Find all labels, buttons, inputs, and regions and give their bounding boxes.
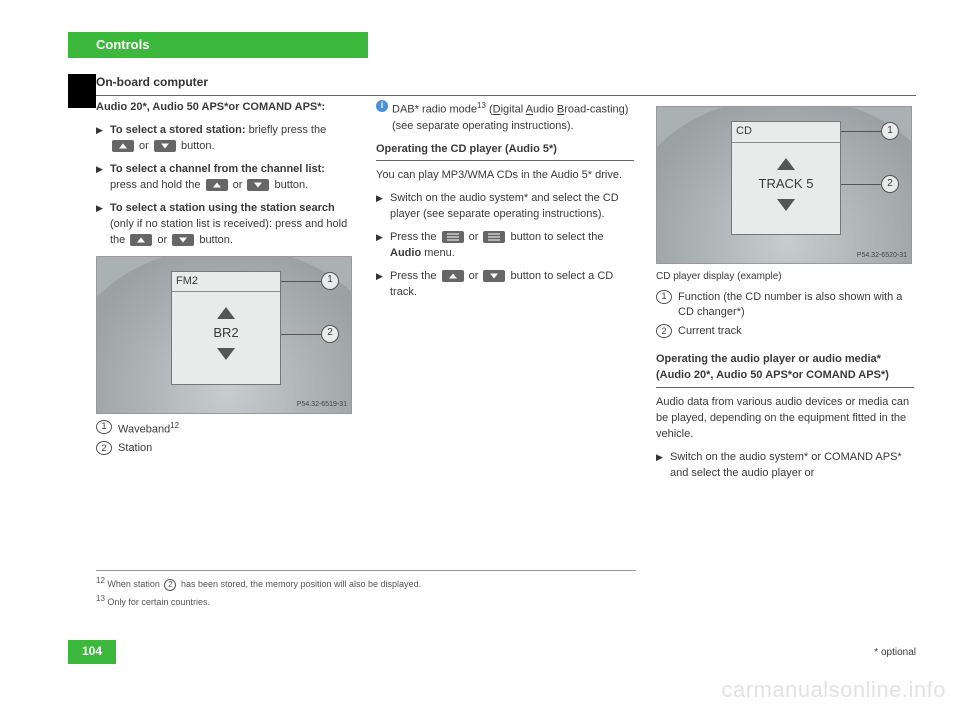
footnote-legend-2: 2 — [164, 579, 176, 591]
footnote-12: 12 When station 2 has been stored, the m… — [96, 575, 636, 591]
header-bar: Controls — [68, 32, 368, 58]
callout-line-2 — [281, 334, 321, 335]
col2-bullet-3: ▶ Press the or button to select a CD tra… — [376, 269, 634, 301]
screen-title: CD — [732, 122, 840, 143]
callout-2: 2 — [321, 325, 339, 343]
bullet-icon: ▶ — [376, 269, 390, 301]
legend-1: 1 Waveband12 — [96, 420, 354, 439]
callout-1: 1 — [881, 122, 899, 140]
legend-text-1: Function (the CD number is also shown wi… — [678, 290, 914, 322]
bullet-text: Switch on the audio system* or COMAND AP… — [670, 450, 914, 482]
column-1: Audio 20*, Audio 50 APS*or COMAND APS*: … — [96, 100, 354, 489]
arrow-up-icon — [777, 158, 795, 170]
callout-line-1 — [281, 281, 321, 282]
arrow-up-icon — [217, 307, 235, 319]
down-button-icon — [154, 140, 176, 152]
legend-text-1: Waveband12 — [118, 420, 179, 439]
legend-1: 1 Function (the CD number is also shown … — [656, 290, 914, 322]
info-text: DAB* radio mode13 (Digital Audio Broad-c… — [392, 100, 634, 135]
bullet-text: To select a station using the station se… — [110, 201, 354, 249]
col1-bullet-2: ▶ To select a channel from the channel l… — [96, 162, 354, 194]
callout-line-1 — [841, 131, 881, 132]
down-button-icon — [247, 179, 269, 191]
bullet-text: Switch on the audio system* and select t… — [390, 191, 634, 223]
display-screen: FM2 BR2 — [171, 271, 281, 385]
col2-bullet-2: ▶ Press the or button to select the Audi… — [376, 230, 634, 262]
down-button-icon — [483, 270, 505, 282]
col1-bullet-1: ▶ To select a stored station: briefly pr… — [96, 123, 354, 155]
up-button-icon — [130, 234, 152, 246]
bullet-icon: ▶ — [376, 230, 390, 262]
col2-section-title: Operating the CD player (Audio 5*) — [376, 142, 634, 162]
legend-text-2: Station — [118, 441, 152, 457]
bullet-text: To select a channel from the channel lis… — [110, 162, 354, 194]
header-text: Controls — [96, 36, 149, 55]
col1-title: Audio 20*, Audio 50 APS*or COMAND APS*: — [96, 100, 354, 116]
screen-body: BR2 — [172, 292, 280, 360]
display-screen: CD TRACK 5 — [731, 121, 841, 235]
page-number: 104 — [68, 640, 116, 664]
col3-section-title: Operating the audio player or audio medi… — [656, 352, 914, 388]
bullet-icon: ▶ — [376, 191, 390, 223]
column-2: i DAB* radio mode13 (Digital Audio Broad… — [376, 100, 634, 489]
bullet-icon: ▶ — [96, 123, 110, 155]
col2-p1: You can play MP3/WMA CDs in the Audio 5*… — [376, 168, 634, 184]
screen-title: FM2 — [172, 272, 280, 293]
legend-num-2: 2 — [96, 441, 112, 455]
legend-2: 2 Station — [96, 441, 354, 457]
legend-num-2: 2 — [656, 324, 672, 338]
info-icon: i — [376, 100, 388, 112]
menu-right-button-icon — [483, 231, 505, 243]
figure-code: P54.32-6519-31 — [297, 400, 347, 410]
arrow-down-icon — [217, 348, 235, 360]
down-button-icon — [172, 234, 194, 246]
bullet-icon: ▶ — [96, 201, 110, 249]
side-tab — [68, 74, 96, 108]
legend-num-1: 1 — [96, 420, 112, 434]
footnote-13: 13 Only for certain countries. — [96, 593, 636, 609]
bullet-text: Press the or button to select a CD track… — [390, 269, 634, 301]
legend-2: 2 Current track — [656, 324, 914, 340]
callout-2: 2 — [881, 175, 899, 193]
figure-caption: CD player display (example) — [656, 270, 914, 285]
column-3: CD TRACK 5 1 2 P54.32-6520-31 CD player … — [656, 100, 914, 489]
screen-body: TRACK 5 — [732, 143, 840, 211]
legend-text-2: Current track — [678, 324, 742, 340]
col2-bullet-1: ▶ Switch on the audio system* and select… — [376, 191, 634, 223]
callout-line-2 — [841, 184, 881, 185]
menu-left-button-icon — [442, 231, 464, 243]
info-note: i DAB* radio mode13 (Digital Audio Broad… — [376, 100, 634, 135]
bullet-text: Press the or button to select the Audio … — [390, 230, 634, 262]
footnotes: 12 When station 2 has been stored, the m… — [96, 570, 636, 611]
col3-p1: Audio data from various audio devices or… — [656, 395, 914, 443]
bullet-icon: ▶ — [656, 450, 670, 482]
optional-note: * optional — [874, 646, 916, 661]
figure-radio: FM2 BR2 1 2 P54.32-6519-31 — [96, 256, 352, 414]
figure-cd: CD TRACK 5 1 2 P54.32-6520-31 — [656, 106, 912, 264]
up-button-icon — [112, 140, 134, 152]
col1-bullet-3: ▶ To select a station using the station … — [96, 201, 354, 249]
arrow-down-icon — [777, 199, 795, 211]
up-button-icon — [442, 270, 464, 282]
bullet-icon: ▶ — [96, 162, 110, 194]
callout-1: 1 — [321, 272, 339, 290]
watermark: carmanualsonline.info — [721, 674, 946, 706]
content-columns: Audio 20*, Audio 50 APS*or COMAND APS*: … — [96, 100, 916, 489]
legend-num-1: 1 — [656, 290, 672, 304]
col3-bullet-1: ▶ Switch on the audio system* or COMAND … — [656, 450, 914, 482]
subheader: On-board computer — [96, 74, 916, 96]
figure-code: P54.32-6520-31 — [857, 251, 907, 261]
bullet-text: To select a stored station: briefly pres… — [110, 123, 354, 155]
up-button-icon — [206, 179, 228, 191]
